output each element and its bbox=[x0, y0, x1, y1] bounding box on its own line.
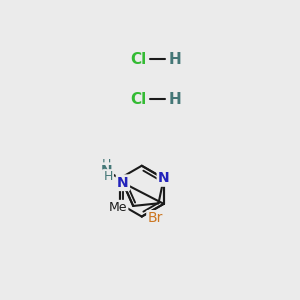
Text: Cl: Cl bbox=[130, 52, 147, 67]
Text: H: H bbox=[168, 52, 181, 67]
Text: H: H bbox=[103, 170, 112, 183]
Text: N: N bbox=[158, 172, 170, 185]
Text: N: N bbox=[117, 176, 129, 190]
Text: H: H bbox=[102, 158, 111, 171]
Text: H: H bbox=[168, 92, 181, 106]
Text: Cl: Cl bbox=[130, 92, 147, 106]
Text: N: N bbox=[100, 164, 112, 178]
Text: Me: Me bbox=[109, 201, 127, 214]
Text: Br: Br bbox=[148, 212, 163, 225]
